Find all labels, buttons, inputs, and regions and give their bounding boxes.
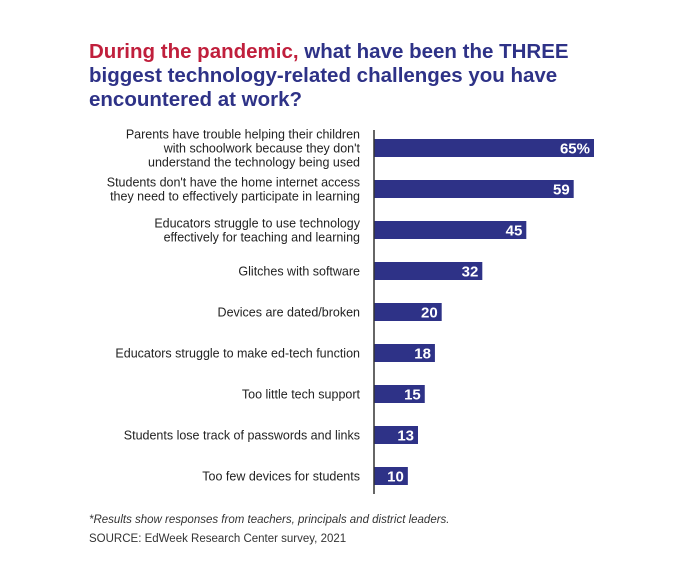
category-label: Too few devices for students: [202, 470, 360, 484]
category-label: Students don't have the home internet ac…: [107, 176, 360, 204]
source-note: SOURCE: EdWeek Research Center survey, 2…: [89, 533, 347, 545]
bar: [374, 467, 408, 485]
bar: [374, 262, 483, 280]
chart-title-rest: what have been the THREE biggest technol…: [89, 40, 569, 111]
footnote: *Results show responses from teachers, p…: [89, 514, 450, 526]
bar-value-label: 59: [553, 182, 570, 199]
category-label: Too little tech support: [242, 388, 361, 402]
category-label: Glitches with software: [238, 265, 360, 279]
bar-value-label: 10: [387, 469, 404, 486]
bar-value-label: 13: [397, 428, 414, 445]
bar: [374, 139, 594, 157]
bar: [374, 385, 425, 403]
bar-value-label: 32: [462, 264, 479, 281]
bar-value-label: 20: [421, 305, 438, 322]
bar: [374, 303, 442, 321]
category-label: Educators struggle to use technology effe…: [154, 217, 360, 245]
category-label: Educators struggle to make ed-tech funct…: [115, 347, 360, 361]
bar: [374, 221, 527, 239]
bar-value-label: 45: [506, 223, 523, 240]
bar: [374, 426, 418, 444]
category-label: Devices are dated/broken: [218, 306, 360, 320]
bar-value-label: 15: [404, 387, 421, 404]
chart-title-highlight: During the pandemic,: [89, 40, 299, 63]
category-label: Parents have trouble helping their child…: [126, 128, 361, 170]
bar-value-label: 65%: [560, 141, 590, 158]
bar: [374, 180, 574, 198]
category-label: Students lose track of passwords and lin…: [124, 429, 360, 443]
chart-title: During the pandemic, what have been the …: [89, 40, 589, 112]
bar-value-label: 18: [414, 346, 431, 363]
bar: [374, 344, 435, 362]
